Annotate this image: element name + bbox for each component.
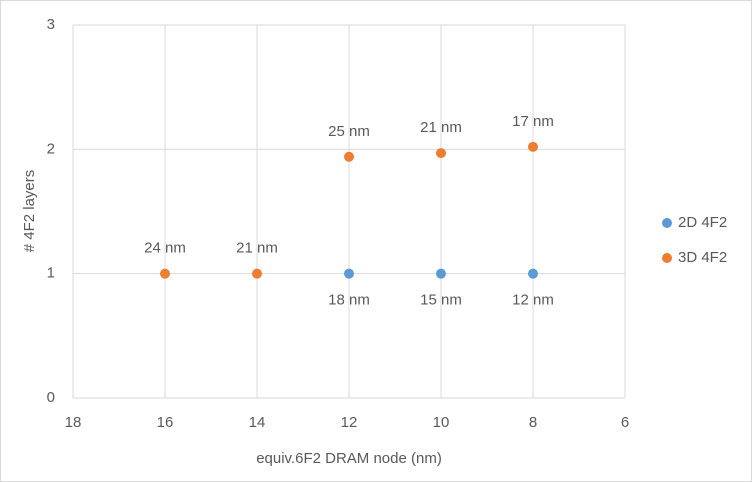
legend-marker [662,218,672,228]
x-tick-label: 8 [529,414,537,431]
point-label: 21 nm [420,119,462,136]
point [252,268,262,279]
y-tick-label: 0 [47,389,55,406]
x-tick-label: 18 [65,414,82,431]
legend-label: 2D 4F2 [678,214,727,231]
point [344,151,354,162]
x-tick-label: 14 [249,414,266,431]
point [436,268,446,279]
point-label: 12 nm [512,292,554,309]
point [528,268,538,279]
x-tick-label: 6 [621,414,629,431]
point-label: 24 nm [144,240,186,257]
point [436,148,446,159]
legend-label: 3D 4F2 [678,249,727,266]
y-tick-label: 3 [47,16,55,33]
point [160,268,170,279]
x-tick-label: 12 [341,414,358,431]
x-axis-title: equiv.6F2 DRAM node (nm) [256,450,442,467]
x-tick-label: 16 [157,414,174,431]
y-tick-label: 1 [47,265,55,282]
point-label: 17 nm [512,113,554,130]
point-label: 15 nm [420,292,462,309]
y-axis-title: # 4F2 layers [21,170,38,253]
point-label: 18 nm [328,292,370,309]
point [528,141,538,152]
y-tick-label: 2 [47,140,55,157]
legend-marker [662,253,672,263]
point-label: 25 nm [328,123,370,140]
x-tick-label: 10 [433,414,450,431]
point-label: 21 nm [236,240,278,257]
point [344,268,354,279]
